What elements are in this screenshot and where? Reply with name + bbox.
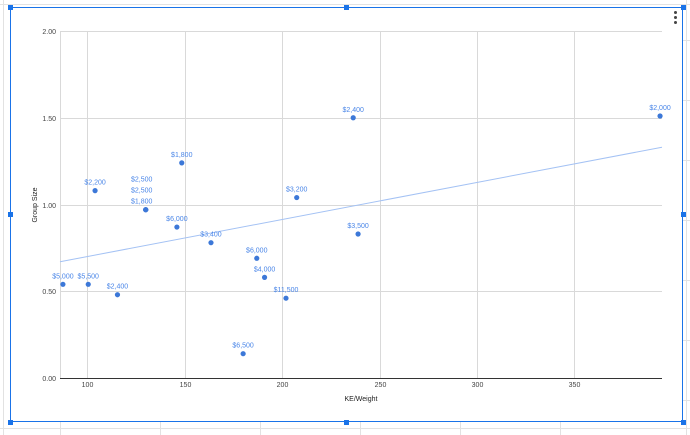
y-tick-label: 0.50 — [42, 289, 56, 296]
x-axis-title: KE/Weight — [345, 396, 378, 403]
axis-ticks: 0.00 0.50 1.00 1.50 2.00 100 150 200 250 300 350 — [42, 29, 580, 389]
data-label: $2,500 — [131, 188, 153, 195]
data-point — [240, 351, 246, 357]
data-labels: $5,000 $5,500 $2,200 $2,400 $2,500 $2,500 $1,8… — [52, 105, 671, 350]
trendline — [59, 146, 663, 263]
data-label: $4,000 — [254, 266, 276, 273]
x-tick-label: 300 — [472, 382, 484, 389]
gridlines — [60, 31, 662, 379]
data-point — [657, 113, 663, 119]
data-label: $1,800 — [131, 199, 153, 206]
resize-handle-bottom-left[interactable] — [8, 420, 13, 425]
data-label: $5,000 — [52, 273, 74, 280]
data-label: $3,500 — [347, 223, 369, 230]
data-label: $11,500 — [274, 287, 299, 294]
data-point — [179, 160, 185, 166]
resize-handle-top[interactable] — [344, 5, 349, 10]
data-label: $6,000 — [166, 216, 188, 223]
y-tick-label: 1.50 — [42, 116, 56, 123]
data-point — [143, 207, 149, 213]
resize-handle-top-left[interactable] — [8, 5, 13, 10]
data-point — [85, 281, 91, 287]
data-label: $2,400 — [342, 107, 364, 114]
data-point — [350, 115, 356, 121]
data-label: $3,200 — [286, 187, 308, 194]
resize-handle-right[interactable] — [681, 212, 686, 217]
data-label: $2,500 — [131, 177, 153, 184]
x-tick-label: 100 — [82, 382, 94, 389]
trendline-layer — [59, 146, 663, 263]
data-label: $1,800 — [171, 152, 193, 159]
data-label: $5,500 — [78, 273, 100, 280]
data-point — [114, 292, 121, 298]
data-points — [60, 113, 663, 357]
x-tick-label: 250 — [375, 382, 387, 389]
data-point — [254, 255, 260, 261]
data-label: $2,200 — [84, 180, 106, 187]
data-label: $2,000 — [649, 105, 671, 112]
data-point — [283, 295, 289, 301]
data-label: $6,500 — [232, 343, 254, 350]
resize-handle-top-right[interactable] — [681, 5, 686, 10]
chart-menu-kebab-icon[interactable] — [672, 11, 678, 25]
x-tick-label: 200 — [277, 382, 289, 389]
y-tick-label: 2.00 — [42, 29, 56, 36]
y-axis-title: Group Size — [32, 187, 39, 222]
resize-handle-bottom-right[interactable] — [681, 420, 686, 425]
y-tick-label: 1.00 — [42, 203, 56, 210]
y-tick-label: 0.00 — [42, 376, 56, 383]
chart-container[interactable] — [10, 7, 683, 422]
data-point — [208, 240, 214, 246]
data-point — [92, 188, 98, 194]
data-point — [60, 281, 66, 287]
resize-handle-left[interactable] — [8, 212, 13, 217]
resize-handle-bottom[interactable] — [344, 420, 349, 425]
data-point — [294, 194, 300, 201]
data-point — [355, 231, 361, 237]
x-tick-label: 150 — [180, 382, 192, 389]
data-label: $2,400 — [107, 284, 129, 291]
data-label: $6,000 — [246, 247, 268, 254]
x-tick-label: 350 — [569, 382, 581, 389]
data-label: $3,400 — [200, 232, 222, 239]
data-point — [174, 224, 180, 230]
data-point — [261, 274, 268, 280]
